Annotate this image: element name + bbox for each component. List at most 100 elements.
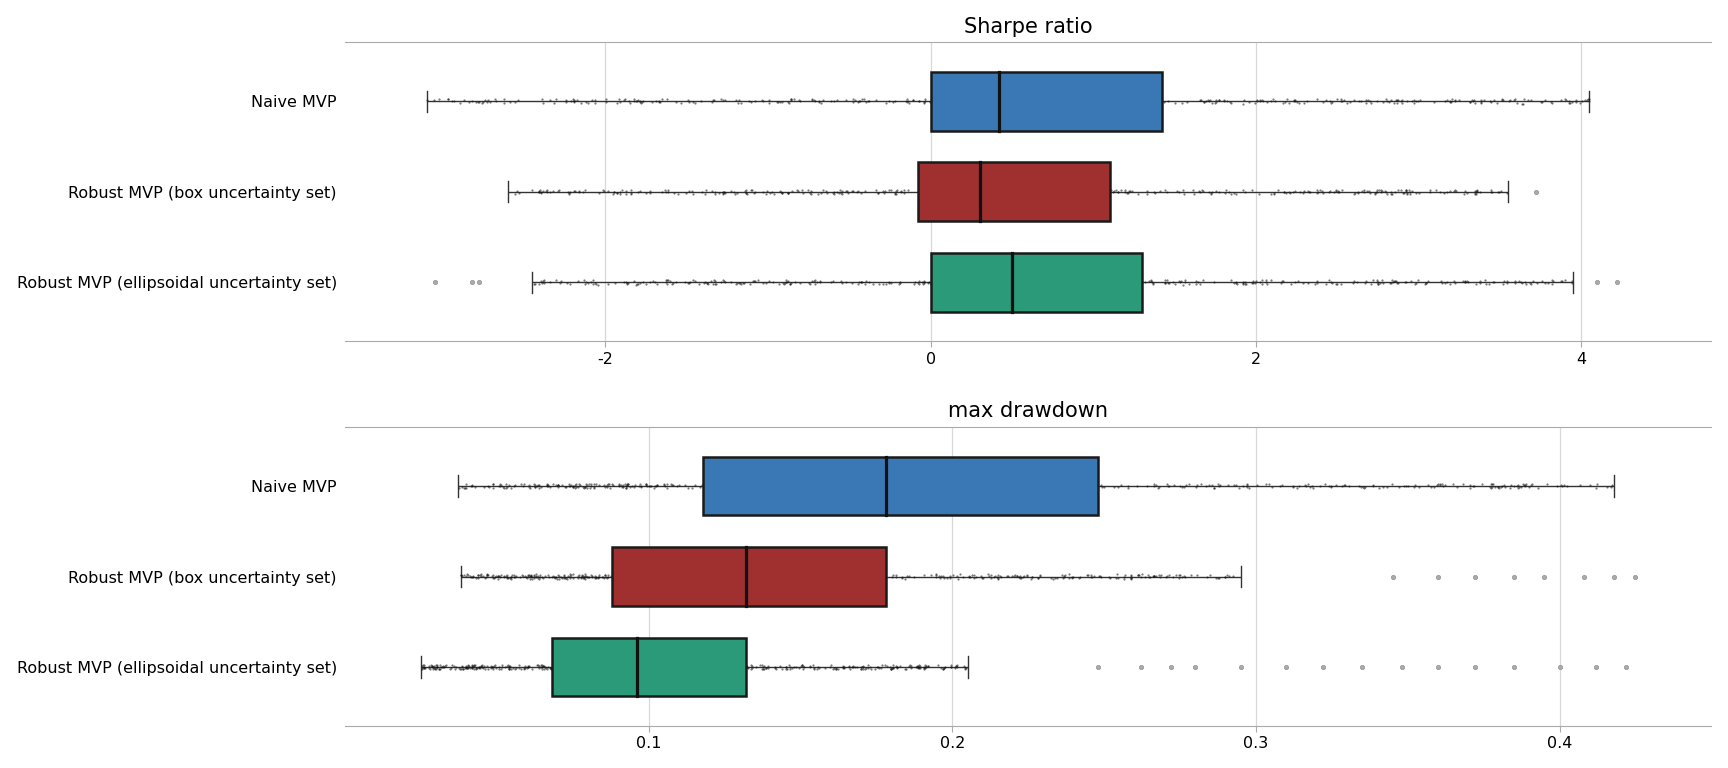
Point: [569, 568, 596, 581]
Point: [1567, 479, 1595, 492]
Point: [893, 184, 921, 196]
Point: [646, 663, 674, 675]
Point: [423, 661, 451, 674]
Point: [430, 660, 458, 672]
Point: [969, 478, 997, 491]
Point: [786, 660, 814, 672]
Point: [878, 571, 905, 584]
Point: [1332, 478, 1360, 491]
Point: [683, 661, 710, 674]
Point: [570, 274, 598, 286]
Point: [1037, 274, 1064, 286]
Point: [1039, 94, 1066, 106]
Point: [1505, 481, 1533, 493]
Point: [517, 573, 544, 585]
Point: [1039, 573, 1066, 585]
Point: [1132, 97, 1159, 109]
Point: [1377, 187, 1405, 200]
Point: [1035, 186, 1063, 198]
Point: [786, 482, 814, 495]
Point: [1001, 187, 1028, 200]
Point: [961, 278, 988, 290]
Point: [1305, 185, 1332, 197]
Point: [964, 187, 992, 199]
Point: [1514, 94, 1541, 107]
Point: [1203, 185, 1230, 197]
Point: [1089, 184, 1116, 196]
Point: [465, 661, 492, 674]
Point: [1377, 94, 1405, 107]
Point: [1089, 95, 1116, 108]
Point: [622, 662, 650, 674]
Point: [1102, 568, 1130, 581]
Point: [529, 571, 556, 583]
Point: [942, 480, 969, 492]
Point: [454, 662, 482, 674]
Point: [893, 95, 921, 108]
Point: [1080, 276, 1108, 289]
Point: [551, 662, 579, 674]
Point: [1436, 278, 1464, 290]
Point: [1061, 275, 1089, 287]
Point: [1175, 478, 1203, 490]
Point: [1007, 478, 1035, 491]
Point: [1052, 186, 1080, 198]
Point: [892, 663, 919, 675]
Point: [577, 479, 605, 492]
Point: [950, 184, 978, 196]
Point: [1462, 185, 1490, 197]
Point: [740, 275, 767, 287]
Point: [1125, 188, 1153, 200]
Point: [722, 661, 750, 674]
Point: [686, 571, 714, 583]
Bar: [612, 547, 886, 606]
Point: [779, 478, 807, 490]
Point: [1282, 276, 1310, 288]
Point: [556, 278, 584, 290]
Point: [1096, 571, 1123, 584]
Point: [410, 659, 437, 671]
Point: [1035, 97, 1063, 109]
Point: [961, 568, 988, 581]
Point: [458, 478, 486, 491]
Point: [1400, 97, 1427, 109]
Point: [781, 93, 809, 105]
Point: [828, 478, 855, 491]
Point: [1037, 274, 1064, 286]
Point: [594, 569, 622, 581]
Point: [608, 184, 636, 196]
Point: [1113, 274, 1140, 286]
Point: [776, 660, 804, 673]
Point: [1111, 184, 1139, 196]
Point: [506, 571, 534, 584]
Point: [1393, 187, 1420, 200]
Point: [543, 572, 570, 584]
Point: [492, 482, 520, 494]
Point: [1194, 94, 1222, 107]
Point: [536, 662, 563, 674]
Point: [1052, 187, 1080, 200]
Point: [909, 184, 937, 197]
Point: [1389, 187, 1417, 199]
Point: [928, 276, 956, 288]
Point: [1077, 94, 1104, 106]
Point: [1318, 277, 1346, 290]
Point: [909, 478, 937, 491]
Point: [1077, 94, 1104, 106]
Point: [904, 660, 931, 673]
Point: [1013, 186, 1040, 198]
Point: [556, 572, 584, 584]
Point: [843, 95, 871, 108]
Point: [1078, 274, 1106, 286]
Point: [748, 94, 776, 107]
Point: [746, 659, 774, 671]
Point: [1453, 275, 1481, 287]
Point: [574, 571, 601, 583]
Point: [969, 571, 997, 584]
Point: [1056, 186, 1083, 198]
Point: [738, 662, 766, 674]
Point: [537, 663, 565, 675]
Point: [1403, 94, 1431, 107]
Point: [1028, 185, 1056, 197]
Point: [1089, 184, 1116, 197]
